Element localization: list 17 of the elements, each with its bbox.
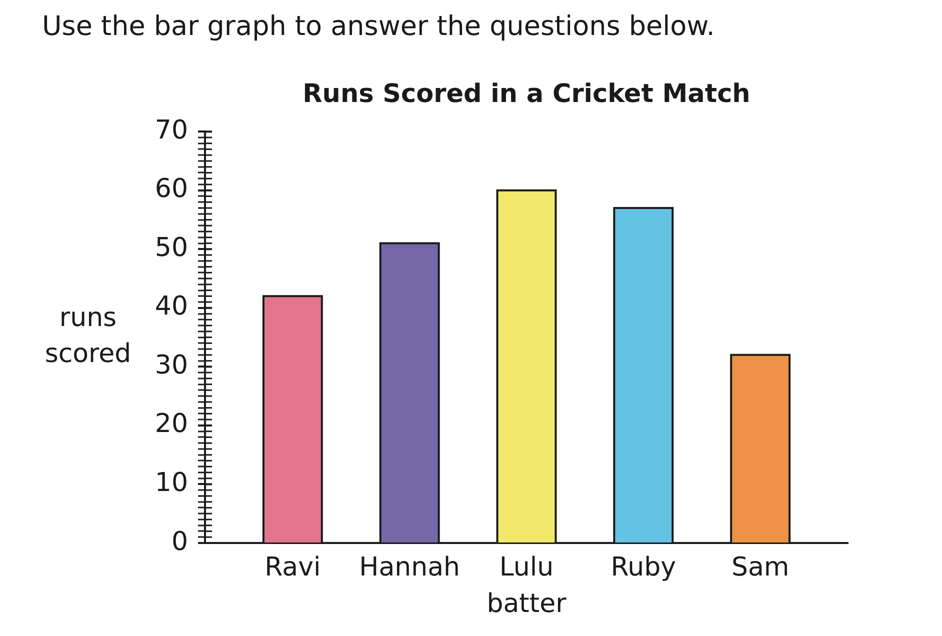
x-tick-label: Hannah (359, 552, 460, 582)
x-tick-label: Ruby (610, 552, 676, 582)
y-tick-label: 60 (154, 174, 188, 204)
x-axis-title: batter (486, 589, 567, 620)
y-tick-label: 70 (154, 115, 188, 146)
y-tick-label: 50 (154, 232, 188, 263)
y-axis-title: runs scored (44, 303, 132, 370)
x-tick-label: Lulu (499, 552, 554, 582)
y-tick-label: 0 (171, 526, 188, 557)
y-tick-label: 40 (154, 292, 188, 322)
y-tick-label: 10 (154, 468, 188, 498)
x-tick-label: Sam (731, 552, 790, 582)
text: Use the bar graph to answer the questions below. (42, 11, 715, 42)
x-tick-label: Ravi (264, 552, 321, 582)
chart-title: Runs Scored in a Cricket Match (302, 78, 750, 109)
y-tick-label: 30 (154, 350, 188, 380)
y-tick-label: 20 (154, 409, 188, 440)
